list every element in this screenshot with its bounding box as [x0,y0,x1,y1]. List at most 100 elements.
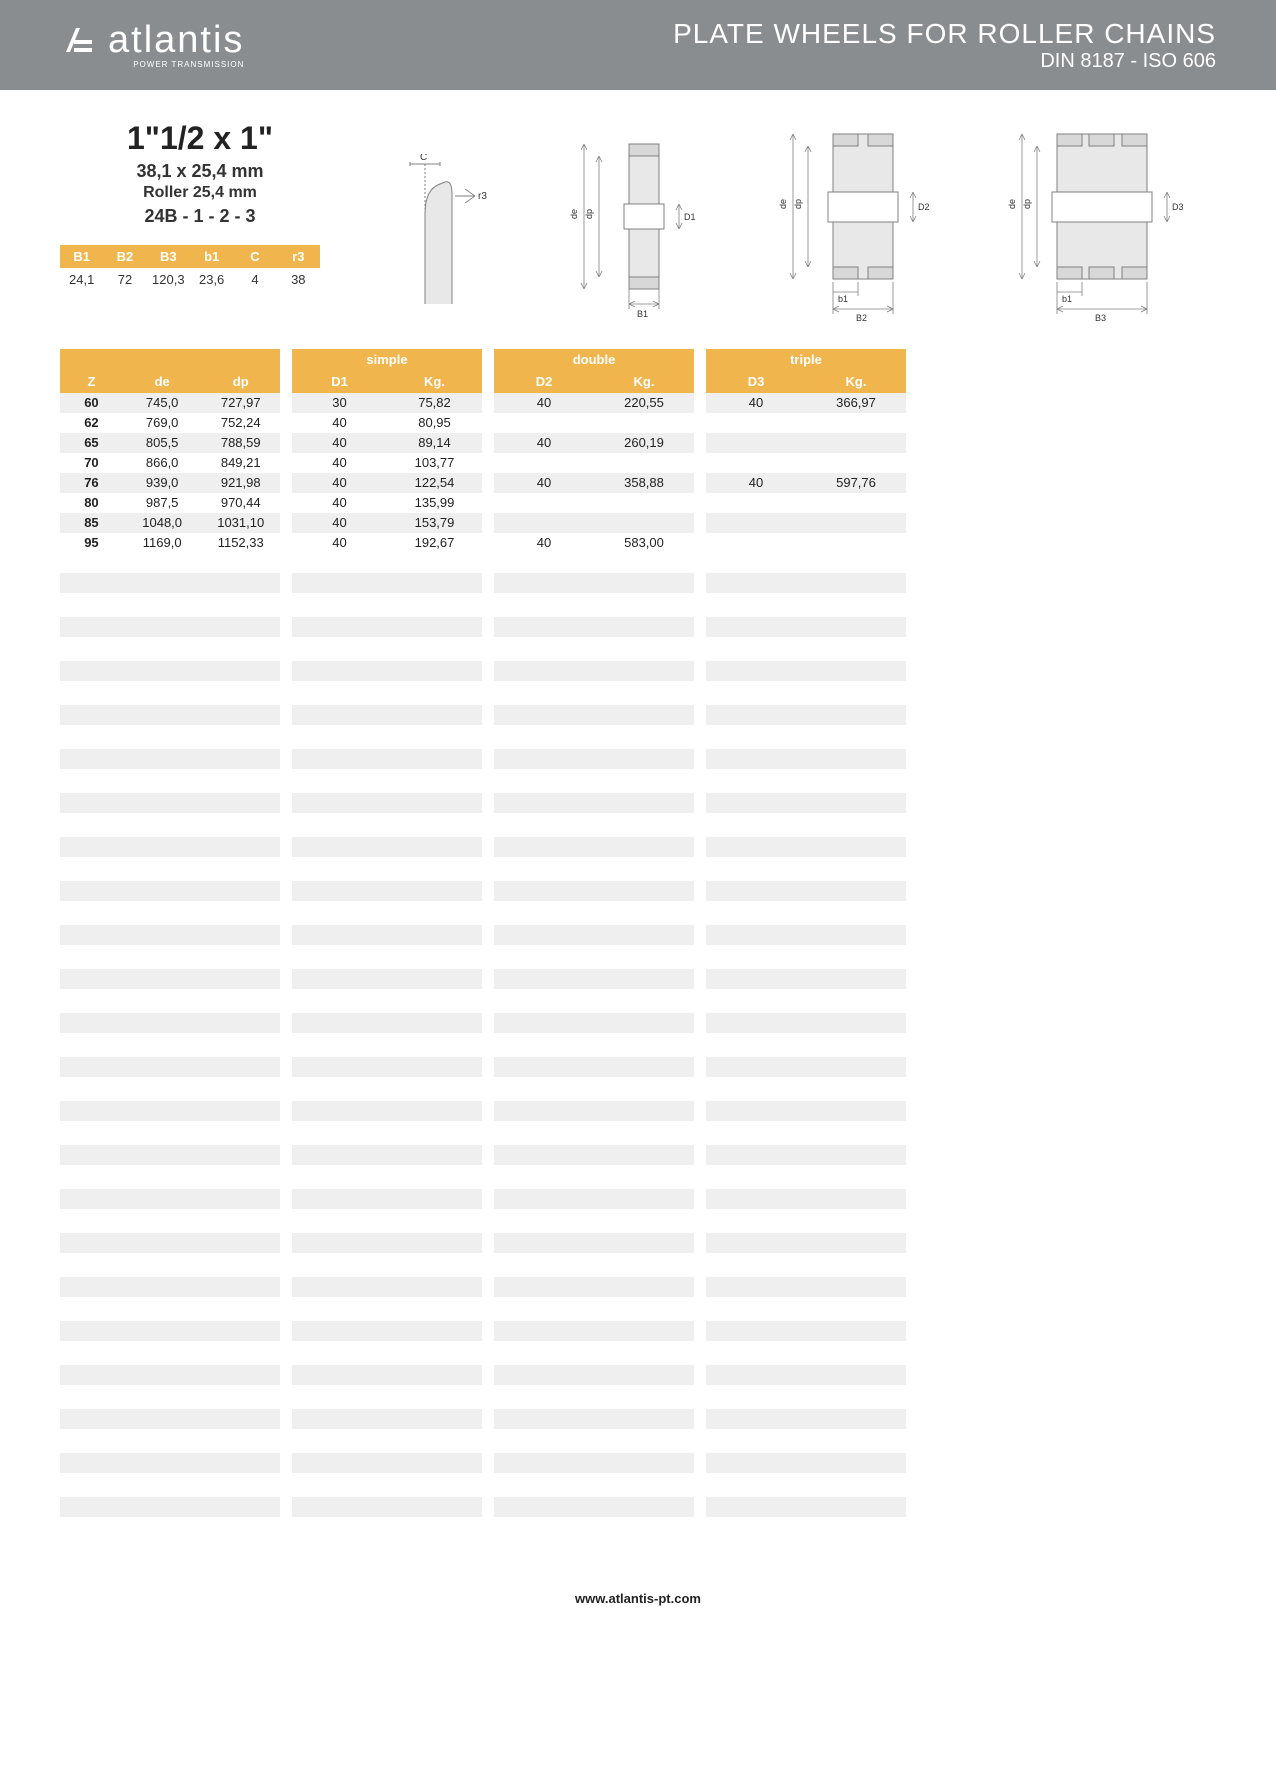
empty-cell [60,1453,280,1473]
table-row: 951169,01152,33 [60,533,280,553]
page-title: PLATE WHEELS FOR ROLLER CHAINS [673,18,1216,50]
empty-row [60,1013,1216,1033]
table-cell: 788,59 [201,433,280,453]
empty-cell [706,969,906,989]
table-cell [494,413,594,433]
table-row [706,433,906,453]
table-cell [706,453,806,473]
empty-cell [706,1145,906,1165]
table-cell: 89,14 [387,433,482,453]
table-cell [806,493,906,513]
empty-cell [494,1497,694,1517]
table-row: 62769,0752,24 [60,413,280,433]
empty-cell [494,837,694,857]
empty-cell [292,1453,482,1473]
table-simple: simple D1Kg. 3075,824080,954089,1440103,… [292,349,482,553]
spec-mm: 38,1 x 25,4 mm [60,161,340,182]
table-header-cell: dp [201,371,280,393]
header-bar: atlantis POWER TRANSMISSION PLATE WHEELS… [0,0,1276,90]
logo-brand: atlantis [108,21,244,59]
empty-cell [60,1233,280,1253]
empty-cell [292,1101,482,1121]
empty-row [60,1101,1216,1121]
small-table-cell: 4 [233,268,276,291]
table-double-title: double [494,349,694,371]
table-row: 40135,99 [292,493,482,513]
table-cell: 103,77 [387,453,482,473]
empty-cell [494,1321,694,1341]
empty-cell [494,1189,694,1209]
table-cell: 40 [494,473,594,493]
diagram-tooth-profile: C r3 [390,154,510,324]
table-cell: 135,99 [387,493,482,513]
empty-row [60,661,1216,681]
empty-cell [292,1189,482,1209]
empty-cell [706,705,906,725]
empty-cell [494,1013,694,1033]
table-cell [706,533,806,553]
label-de-3: de [1007,199,1017,209]
table-header-cell: Kg. [594,371,694,393]
empty-cell [292,1277,482,1297]
small-table-cell: 23,6 [190,268,233,291]
empty-cell [60,793,280,813]
empty-cell [60,1101,280,1121]
table-row: 4080,95 [292,413,482,433]
table-cell: 769,0 [123,413,202,433]
table-cell: 1152,33 [201,533,280,553]
table-cell: 40 [706,473,806,493]
table-cell: 752,24 [201,413,280,433]
empty-row [60,1233,1216,1253]
empty-cell [292,1497,482,1517]
spec-block: 1"1/2 x 1" 38,1 x 25,4 mm Roller 25,4 mm… [60,120,340,291]
empty-cell [60,1365,280,1385]
empty-cell [494,1233,694,1253]
empty-cell [60,749,280,769]
empty-cell [292,1145,482,1165]
table-row: 40366,97 [706,393,906,413]
table-cell [806,413,906,433]
empty-cell [706,749,906,769]
empty-cell [292,793,482,813]
small-table-cell: 72 [103,268,146,291]
empty-row [60,837,1216,857]
empty-cell [706,1057,906,1077]
empty-cell [706,837,906,857]
empty-cell [706,1013,906,1033]
label-de: de [569,209,579,219]
table-cell: 40 [494,393,594,413]
table-cell: 70 [60,453,123,473]
empty-cell [60,969,280,989]
table-cell: 40 [292,513,387,533]
table-row: 40260,19 [494,433,694,453]
table-cell [806,433,906,453]
empty-cell [494,617,694,637]
empty-cell [292,1233,482,1253]
label-b1-double: b1 [838,294,848,304]
table-cell: 40 [494,533,594,553]
small-table-header-cell: b1 [190,245,233,268]
empty-cell [706,1497,906,1517]
table-cell: 80 [60,493,123,513]
table-row: 80987,5970,44 [60,493,280,513]
table-cell [594,493,694,513]
table-cell: 40 [292,413,387,433]
main-data-tables: Zdedp 60745,0727,9762769,0752,2465805,57… [60,349,1216,553]
label-b1-triple: b1 [1062,294,1072,304]
table-row: 40153,79 [292,513,482,533]
empty-cell [706,881,906,901]
empty-cell [292,1321,482,1341]
table-cell [806,533,906,553]
empty-cell [706,617,906,637]
logo-subtitle: POWER TRANSMISSION [108,61,244,69]
table-cell: 153,79 [387,513,482,533]
table-cell: 970,44 [201,493,280,513]
small-table-header-cell: B1 [60,245,103,268]
empty-row [60,1365,1216,1385]
empty-cell [60,1409,280,1429]
table-cell [594,453,694,473]
table-cell: 987,5 [123,493,202,513]
table-cell: 260,19 [594,433,694,453]
table-row: 40103,77 [292,453,482,473]
table-simple-title: simple [292,349,482,371]
